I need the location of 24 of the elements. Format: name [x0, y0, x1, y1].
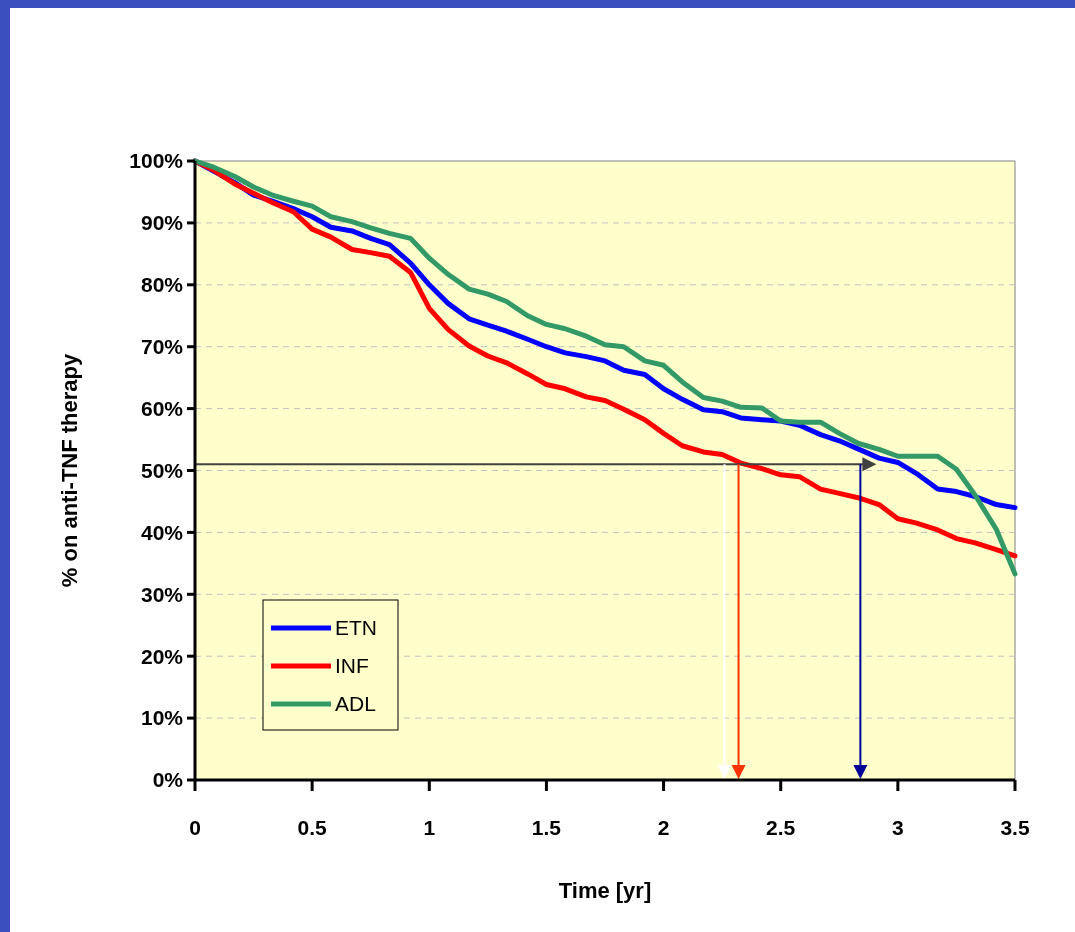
x-tick-label: 3: [892, 816, 904, 839]
x-tick-label: 2: [657, 816, 670, 839]
legend-label: ADL: [335, 692, 376, 716]
x-tick-label: 1.5: [531, 816, 562, 839]
legend-label: ETN: [335, 616, 377, 640]
y-tick-label: 80%: [140, 273, 184, 297]
x-tick-label: 0: [189, 816, 201, 839]
x-axis-title: Time [yr]: [558, 878, 652, 903]
y-tick-label: 10%: [140, 706, 184, 730]
x-tick-label: 3.5: [1000, 816, 1030, 839]
y-tick-label: 90%: [140, 211, 184, 235]
y-tick-label: 20%: [140, 644, 184, 668]
x-tick-label: 1: [423, 816, 436, 839]
y-tick-label: 60%: [140, 396, 184, 420]
y-tick-label: 50%: [140, 458, 184, 482]
x-tick-label: 2.5: [766, 816, 796, 839]
y-tick-label: 100%: [129, 149, 184, 173]
y-tick-label: 40%: [140, 520, 184, 544]
y-tick-label: 0%: [152, 768, 184, 792]
y-axis-title: % on anti-TNF therapy: [57, 353, 82, 588]
y-tick-label: 30%: [140, 582, 184, 606]
x-tick-label: 0.5: [297, 816, 328, 839]
legend-label: INF: [335, 654, 369, 678]
y-tick-label: 70%: [140, 335, 184, 359]
